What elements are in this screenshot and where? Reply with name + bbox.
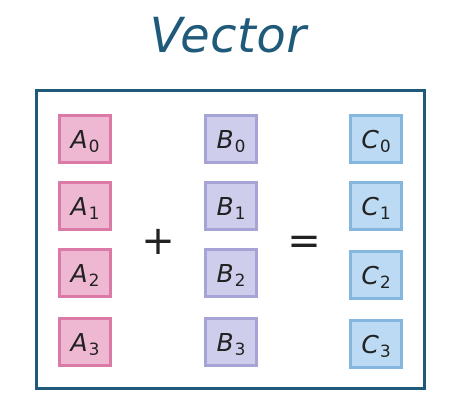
element-index: 2 [379,273,391,293]
element-letter: B [216,327,234,357]
plus-operator: + [141,218,175,264]
element-letter: C [361,329,379,359]
element-letter: A [70,124,88,154]
element-index: 0 [379,137,391,157]
element-index: 1 [88,204,100,224]
element-letter: C [361,124,379,154]
element-letter: A [70,191,88,221]
vector-frame [35,89,426,390]
element-letter: B [216,191,234,221]
element-index: 2 [88,271,100,291]
element-letter: A [70,327,88,357]
element-index: 0 [234,137,246,157]
element-letter: A [70,258,88,288]
element-index: 1 [379,204,391,224]
element-index: 3 [379,342,391,362]
element-letter: C [361,260,379,290]
element-letter: B [216,258,234,288]
element-letter: C [361,191,379,221]
element-index: 3 [88,340,100,360]
element-index: 0 [88,137,100,157]
element-index: 3 [234,340,246,360]
element-index: 1 [234,204,246,224]
equals-operator: = [287,218,321,264]
element-letter: B [216,124,234,154]
element-index: 2 [234,271,246,291]
diagram-title: Vector [149,8,307,64]
